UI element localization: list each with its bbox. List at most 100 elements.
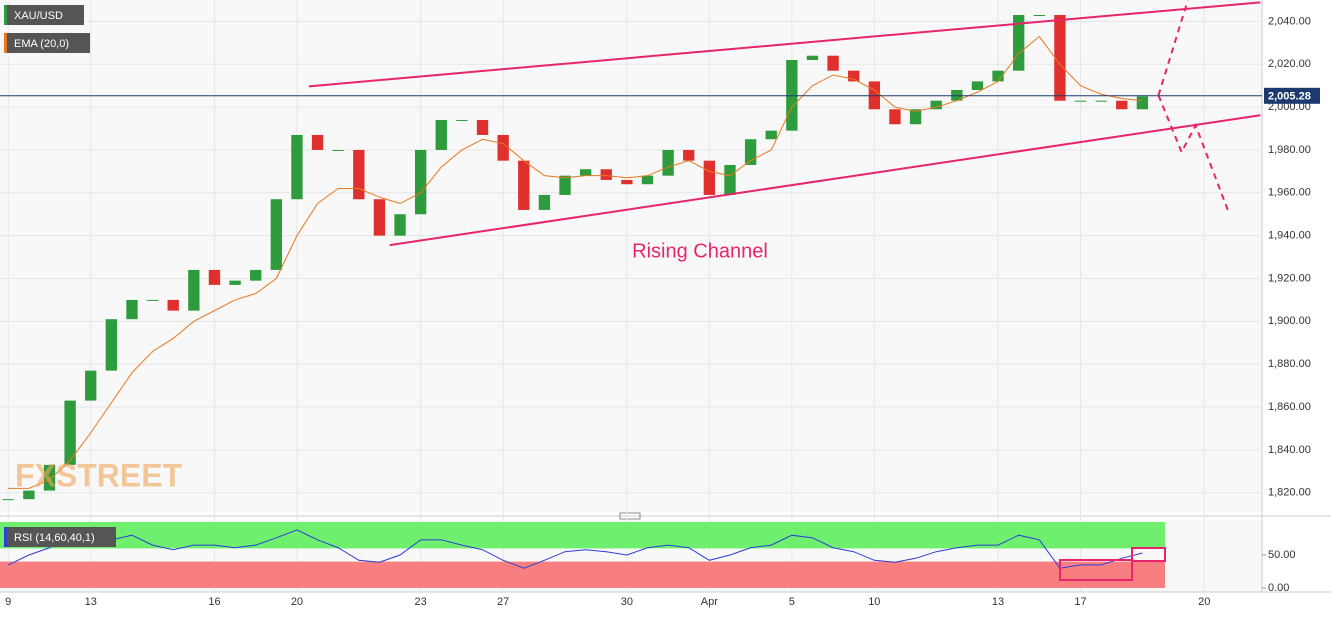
candle [1116,100,1128,110]
rsi-band [0,522,1165,549]
candle [621,179,633,185]
y-tick-label: 2,000.00 [1268,101,1311,113]
candle [250,269,262,281]
candle [971,81,984,90]
pane-grip[interactable] [619,512,641,520]
candle [1033,14,1045,16]
candle [848,70,860,82]
candle [188,269,200,311]
candle [538,194,551,210]
candle [930,100,942,110]
x-tick-label: 16 [208,596,220,608]
candle [827,55,839,71]
x-tick-label: 13 [85,596,97,608]
candle [435,119,447,150]
candle [641,175,654,185]
x-tick-label: Apr [701,596,718,608]
x-tick-label: 20 [1198,596,1210,608]
legend-swatch [4,5,7,25]
candle [992,70,1004,82]
highlight-box [1131,547,1166,562]
y-tick-label: 2,020.00 [1268,58,1311,70]
y-tick-label: 1,820.00 [1268,487,1311,499]
y-tick-label: 1,900.00 [1268,315,1311,327]
annotation: Rising Channel [632,240,768,262]
candle [559,175,571,195]
last-price-label: 2,005.28 [1268,91,1311,103]
candle [414,149,427,215]
candle [579,169,592,176]
candle [662,149,674,176]
x-tick-label: 9 [5,596,11,608]
candle [270,199,282,270]
candle [208,269,221,285]
candle [1136,96,1149,110]
legend-box[interactable] [4,5,84,25]
rsi-line [8,529,1143,569]
channel-line [308,1,1261,88]
legend-label: EMA (20,0) [14,38,69,50]
y-tick-label: 1,960.00 [1268,187,1311,199]
price-pane [0,0,1262,512]
legend-label: XAU/USD [14,10,63,22]
legend-box[interactable] [4,527,116,547]
candle [683,149,695,161]
candle [23,490,35,500]
x-tick-label: 17 [1074,596,1086,608]
candle [126,299,138,320]
candle [909,109,922,125]
x-tick-label: 23 [415,596,427,608]
candle [373,199,386,236]
y-tick-label: 50.00 [1268,549,1296,561]
x-tick-label: 10 [868,596,880,608]
candle [2,499,14,501]
x-tick-label: 20 [291,596,303,608]
x-tick-label: 5 [789,596,795,608]
candle [167,299,179,311]
legend-swatch [4,33,7,53]
y-tick-label: 1,880.00 [1268,358,1311,370]
candle [1095,100,1107,102]
ema-line [8,35,1143,489]
candle [43,464,56,491]
y-tick-label: 2,040.00 [1268,15,1311,27]
candle [1074,100,1087,102]
candle [456,119,468,121]
candle [332,149,344,151]
x-tick-label: 27 [497,596,509,608]
candle [497,134,509,161]
candle [1054,14,1066,101]
channel-line [389,114,1261,247]
channel-line [1157,94,1230,213]
y-tick-label: 0.00 [1268,582,1289,594]
candle [518,160,530,210]
candle [85,370,97,401]
highlight-box [1059,559,1133,581]
candle [889,109,901,125]
candle [476,119,489,135]
candle [105,319,118,371]
legend-swatch [4,527,7,547]
last-price-tag [1264,87,1320,104]
y-tick-label: 1,920.00 [1268,272,1311,284]
y-tick-label: 1,860.00 [1268,401,1311,413]
legend-box[interactable] [4,33,90,53]
candle [724,164,736,195]
x-tick-label: 30 [621,596,633,608]
candle [806,55,819,60]
candle [1013,14,1025,71]
candle [229,280,241,285]
candle [353,149,365,200]
candle [311,134,324,150]
candle [291,134,303,200]
candle [394,214,406,236]
candle [146,299,159,301]
rsi-band [0,561,1165,588]
y-tick-label: 1,980.00 [1268,144,1311,156]
channel-line [1157,0,1189,96]
candle [765,130,777,140]
candle [703,160,716,195]
y-tick-label: 1,840.00 [1268,444,1311,456]
y-tick-label: 1,940.00 [1268,230,1311,242]
